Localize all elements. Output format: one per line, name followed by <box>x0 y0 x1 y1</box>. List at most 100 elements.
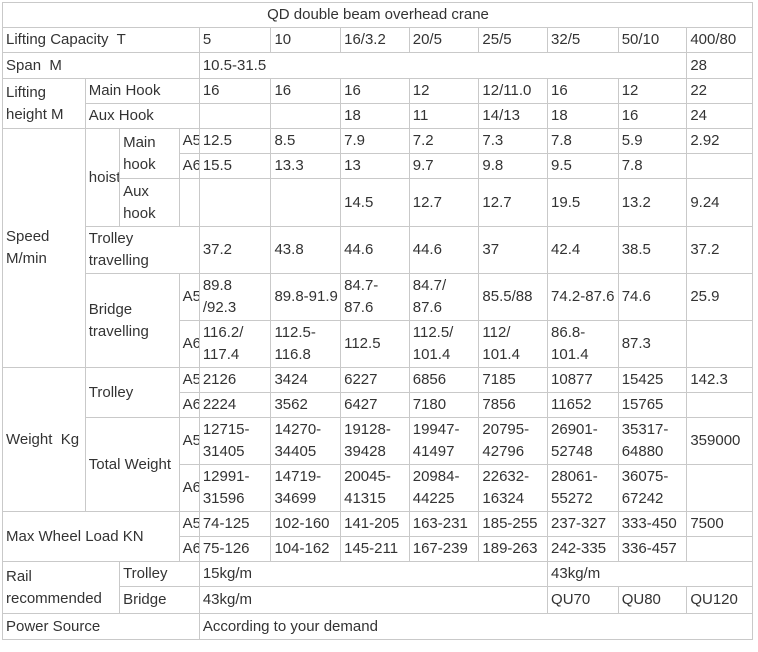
table-row: Span M 10.5-31.5 28 <box>2 52 753 79</box>
value-cell: 9.7 <box>408 153 480 179</box>
value-cell: 89.8-91.9 <box>270 273 342 321</box>
sub-label-hoist: hoist <box>84 128 121 227</box>
value-cell: 43kg/m <box>547 561 753 587</box>
value-cell: 10877 <box>547 367 619 393</box>
row-label-power-source: Power Source <box>2 613 200 640</box>
value-cell: 336-457 <box>617 536 688 562</box>
value-cell: 9.24 <box>686 178 753 227</box>
table-row: Aux Hook 18 11 14/13 18 16 24 <box>3 103 753 129</box>
value-cell: 35317- 64880 <box>617 417 688 465</box>
value-cell: 6227 <box>340 367 410 393</box>
table-row: Trolley travelling 37.2 43.8 44.6 44.6 37 42.4… <box>3 226 753 274</box>
value-cell: 20984- 44225 <box>408 464 480 512</box>
value-cell: 141-205 <box>340 511 410 537</box>
sub-label-hoist-main-hook: Main hook <box>119 128 180 179</box>
value-cell: 333-450 <box>617 511 688 537</box>
row-label-span: Span M <box>2 52 200 79</box>
grade-label: A5 <box>178 511 200 537</box>
table-title: QD double beam overhead crane <box>2 2 753 28</box>
sub-label-rail-trolley: Trolley <box>119 561 200 587</box>
value-cell: 12.7 <box>478 178 549 227</box>
value-cell: 102-160 <box>270 511 342 537</box>
value-cell: QU70 <box>547 586 619 614</box>
table-row: Rail recommended Trolley 15kg/m 43kg/m <box>1 561 753 614</box>
value-cell: 13.3 <box>270 153 342 179</box>
value-cell: 43.8 <box>270 226 342 274</box>
grade-label: A5 <box>178 128 200 154</box>
value-cell: 12/11.0 <box>478 78 549 104</box>
capacity-col-header: 32/5 <box>547 27 619 53</box>
value-cell: 7.8 <box>617 153 688 179</box>
value-cell: 112.5- 116.8 <box>270 320 342 368</box>
value-cell: 12715- 31405 <box>198 417 272 465</box>
table-row: Lifting height M Main Hook 16 16 16 12 12/11.0… <box>2 78 753 129</box>
value-cell: 7180 <box>408 392 480 418</box>
value-cell: 5.9 <box>617 128 688 154</box>
value-cell: QU120 <box>686 586 753 614</box>
sub-label-aux-hook: Aux Hook <box>84 103 200 129</box>
value-cell: 86.8- 101.4 <box>547 320 619 368</box>
value-cell: 19128- 39428 <box>340 417 410 465</box>
value-cell: 237-327 <box>547 511 619 537</box>
value-cell: 12991- 31596 <box>198 464 272 512</box>
value-cell: 167-239 <box>408 536 480 562</box>
value-cell: 25.9 <box>686 273 753 321</box>
row-label-weight: Weight Kg <box>2 367 86 512</box>
value-cell: 26901- 52748 <box>547 417 619 465</box>
value-cell: 15765 <box>617 392 688 418</box>
value-cell: 74.2-87.6 <box>547 273 619 321</box>
value-cell: 16 <box>617 103 688 129</box>
value-cell: 7.3 <box>478 128 549 154</box>
value-cell: 163-231 <box>408 511 480 537</box>
value-cell: 112.5 <box>340 320 410 368</box>
value-cell: 18 <box>547 103 619 129</box>
row-label-lifting-capacity: Lifting Capacity T <box>2 27 200 53</box>
value-cell: According to your demand <box>198 613 754 640</box>
value-cell: 15425 <box>617 367 688 393</box>
table-row: Aux hook 14.5 12.7 12.7 19.5 13.2 9.24 <box>3 178 753 227</box>
value-cell: 12.7 <box>408 178 480 227</box>
capacity-col-header: 10 <box>270 27 342 53</box>
capacity-col-header: 400/80 <box>686 27 753 53</box>
value-cell: 6427 <box>340 392 410 418</box>
value-cell: 12 <box>408 78 480 104</box>
grade-label: A5 <box>178 417 200 465</box>
value-cell: 3424 <box>270 367 342 393</box>
value-cell: QU80 <box>617 586 688 614</box>
value-cell: 16 <box>198 78 272 104</box>
row-label-lifting-height: Lifting height M <box>2 78 86 129</box>
sub-label-bridge-travelling: Bridge travelling <box>84 273 180 368</box>
table-row: Power Source According to your demand <box>2 613 754 640</box>
value-cell: 42.4 <box>547 226 619 274</box>
value-cell: 6856 <box>408 367 480 393</box>
value-cell: 2.92 <box>686 128 753 154</box>
value-cell: 16 <box>340 78 410 104</box>
value-cell <box>686 536 753 562</box>
table-row: Bridge 43kg/m QU70 QU80 QU120 <box>3 586 753 614</box>
value-cell: 9.8 <box>478 153 549 179</box>
capacity-col-header: 16/3.2 <box>340 27 410 53</box>
value-cell: 2224 <box>198 392 272 418</box>
value-cell: 11 <box>408 103 480 129</box>
value-cell: 14270- 34405 <box>270 417 342 465</box>
value-cell: 13 <box>340 153 410 179</box>
value-cell: 13.2 <box>617 178 688 227</box>
capacity-col-header: 50/10 <box>617 27 688 53</box>
value-cell: 89.8 /92.3 <box>198 273 272 321</box>
value-cell: 75-126 <box>198 536 272 562</box>
value-cell: 44.6 <box>340 226 410 274</box>
value-cell: 14.5 <box>340 178 410 227</box>
value-cell <box>686 464 753 512</box>
value-cell: 84.7-87.6 <box>340 273 410 321</box>
value-cell: 116.2/ 117.4 <box>198 320 272 368</box>
table-row: QD double beam overhead crane <box>2 2 753 28</box>
value-cell <box>270 103 342 129</box>
grade-label: A5 <box>178 367 200 393</box>
value-cell: 18 <box>340 103 410 129</box>
value-cell: 16 <box>547 78 619 104</box>
value-cell: 104-162 <box>270 536 342 562</box>
value-cell: 14719- 34699 <box>270 464 342 512</box>
value-cell <box>686 153 753 179</box>
value-cell: 37.2 <box>198 226 272 274</box>
value-cell <box>198 103 272 129</box>
